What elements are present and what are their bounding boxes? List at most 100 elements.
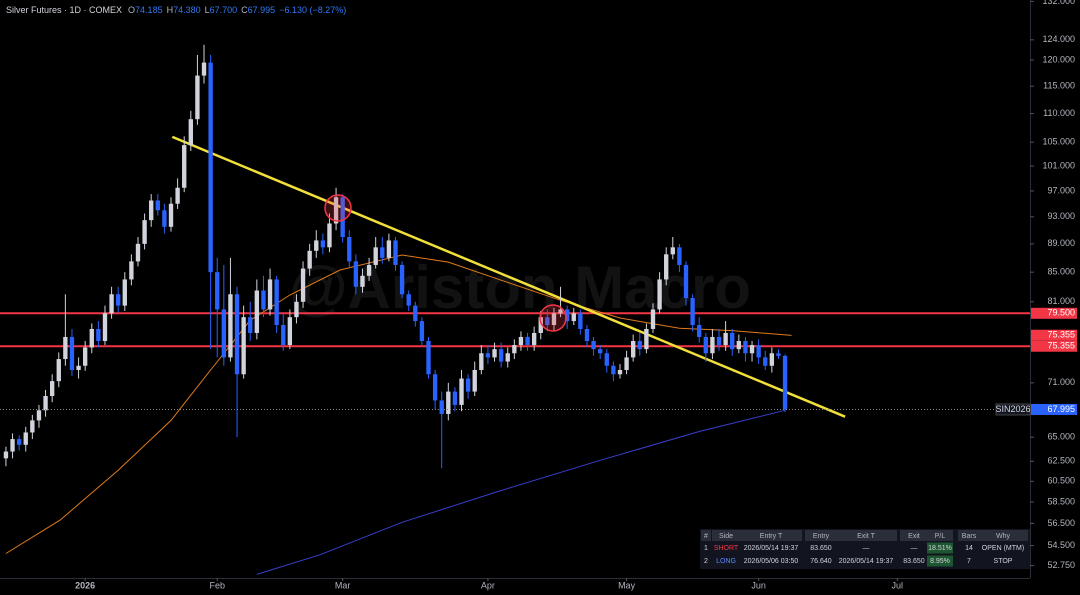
candle-body bbox=[564, 309, 570, 322]
candle-body bbox=[215, 272, 220, 310]
candle-body bbox=[3, 451, 9, 459]
candle-body bbox=[432, 374, 438, 401]
ohlc-key: O bbox=[128, 5, 135, 15]
candle-body bbox=[604, 353, 609, 366]
candle-body bbox=[360, 275, 365, 287]
table-cell: 2026/05/14 19:37 bbox=[744, 545, 799, 552]
candle-body bbox=[492, 349, 497, 358]
table-cell: STOP bbox=[994, 558, 1013, 565]
candle-body bbox=[426, 340, 431, 375]
candle-body bbox=[347, 236, 352, 262]
ohlc-key: C bbox=[241, 5, 248, 15]
candle-body bbox=[677, 247, 682, 265]
candle-body bbox=[419, 321, 425, 341]
candle-body bbox=[333, 197, 339, 224]
header-cell: Exit bbox=[908, 533, 920, 540]
y-tick-label: 89.000 bbox=[1047, 238, 1075, 248]
candle-body bbox=[782, 355, 788, 410]
ohlc-key: H bbox=[167, 5, 174, 15]
highlight-circle bbox=[539, 304, 567, 332]
candle-body bbox=[241, 317, 246, 375]
candle-body bbox=[294, 301, 299, 318]
candle-body bbox=[175, 187, 180, 204]
candle-body bbox=[657, 279, 662, 310]
candle-body bbox=[182, 145, 187, 188]
candle-body bbox=[149, 200, 154, 221]
candle-body bbox=[142, 220, 147, 244]
candle-body bbox=[386, 240, 392, 258]
candle-body bbox=[611, 365, 616, 375]
header-cell: Exit T bbox=[857, 533, 875, 540]
table-cell: 2 bbox=[704, 558, 708, 565]
axes: 132.000 124.000 120.000 115.000 110.000 105.0… bbox=[75, 0, 1077, 590]
watermark: @Ariston Macro bbox=[289, 254, 751, 321]
y-tick-label: 71.000 bbox=[1047, 377, 1075, 387]
candle-body bbox=[472, 370, 477, 392]
table-cell: LONG bbox=[716, 558, 736, 565]
candle-body bbox=[512, 345, 517, 354]
price-tag-label: 79.500 bbox=[1047, 308, 1075, 318]
candle-body bbox=[254, 290, 260, 333]
candle-body bbox=[314, 240, 319, 251]
candle-body bbox=[380, 247, 385, 258]
candle-body bbox=[23, 432, 28, 445]
ohlc-value: 67.995 bbox=[248, 5, 276, 15]
candle-body bbox=[135, 243, 141, 262]
table-cell: 14 bbox=[965, 545, 973, 552]
price-tag bbox=[1031, 329, 1077, 341]
candle-body bbox=[538, 317, 543, 333]
candle-body bbox=[195, 75, 200, 120]
table-cell: OPEN (MTM) bbox=[982, 545, 1024, 552]
candle-body bbox=[102, 313, 108, 341]
candle-body bbox=[736, 340, 742, 350]
table-cell: 1 bbox=[704, 545, 708, 552]
candle-body bbox=[208, 62, 213, 273]
table-cell: 83.650 bbox=[903, 558, 925, 565]
price-tag-label: 75.355 bbox=[1047, 330, 1075, 340]
candle-body bbox=[703, 336, 708, 354]
header-cell: P/L bbox=[935, 533, 946, 540]
candle-body bbox=[743, 340, 748, 354]
header-change: −6.130 (−8.27%) bbox=[279, 5, 346, 15]
candle-body bbox=[498, 349, 504, 362]
candle-body bbox=[531, 332, 537, 346]
candle-body bbox=[525, 336, 530, 346]
legend-header: Silver Futures · 1D · COMEX O74.185 H74.38… bbox=[6, 5, 346, 15]
candle-body bbox=[49, 381, 55, 396]
candle-body bbox=[393, 240, 398, 265]
candle-body bbox=[650, 309, 656, 329]
candle-body bbox=[551, 313, 557, 326]
y-tick-label: 120.000 bbox=[1042, 54, 1075, 64]
candle-body bbox=[664, 254, 669, 280]
candle-body bbox=[162, 210, 167, 227]
candle-body bbox=[776, 353, 781, 356]
y-tick-label: 81.000 bbox=[1047, 296, 1075, 306]
y-tick-label: 110.000 bbox=[1043, 108, 1075, 118]
x-tick-label: 2026 bbox=[75, 580, 95, 590]
candle-body bbox=[234, 294, 240, 375]
overlay-line bbox=[256, 409, 786, 575]
y-tick-label: 105.000 bbox=[1042, 137, 1075, 147]
candle-body bbox=[340, 197, 345, 237]
candle-body bbox=[637, 340, 642, 350]
candle-body bbox=[366, 264, 372, 276]
candle-body bbox=[697, 325, 702, 337]
overlay-line bbox=[5, 254, 792, 554]
candle-body bbox=[82, 347, 88, 366]
price-tag bbox=[1031, 340, 1077, 352]
header-cell: Bars bbox=[962, 533, 977, 540]
last-price-label: 67.995 bbox=[1047, 404, 1075, 414]
price-tag bbox=[1031, 307, 1077, 319]
candle-body bbox=[716, 336, 722, 346]
table-cell: 7 bbox=[967, 558, 971, 565]
y-tick-label: 52.750 bbox=[1047, 560, 1075, 570]
candle-body bbox=[452, 391, 458, 405]
candle-body bbox=[631, 340, 636, 358]
candle-body bbox=[221, 309, 227, 358]
candle-body bbox=[578, 313, 583, 329]
header-cell-bg bbox=[958, 530, 980, 541]
pl-cell-bg bbox=[927, 542, 953, 554]
candle-body bbox=[36, 410, 42, 421]
